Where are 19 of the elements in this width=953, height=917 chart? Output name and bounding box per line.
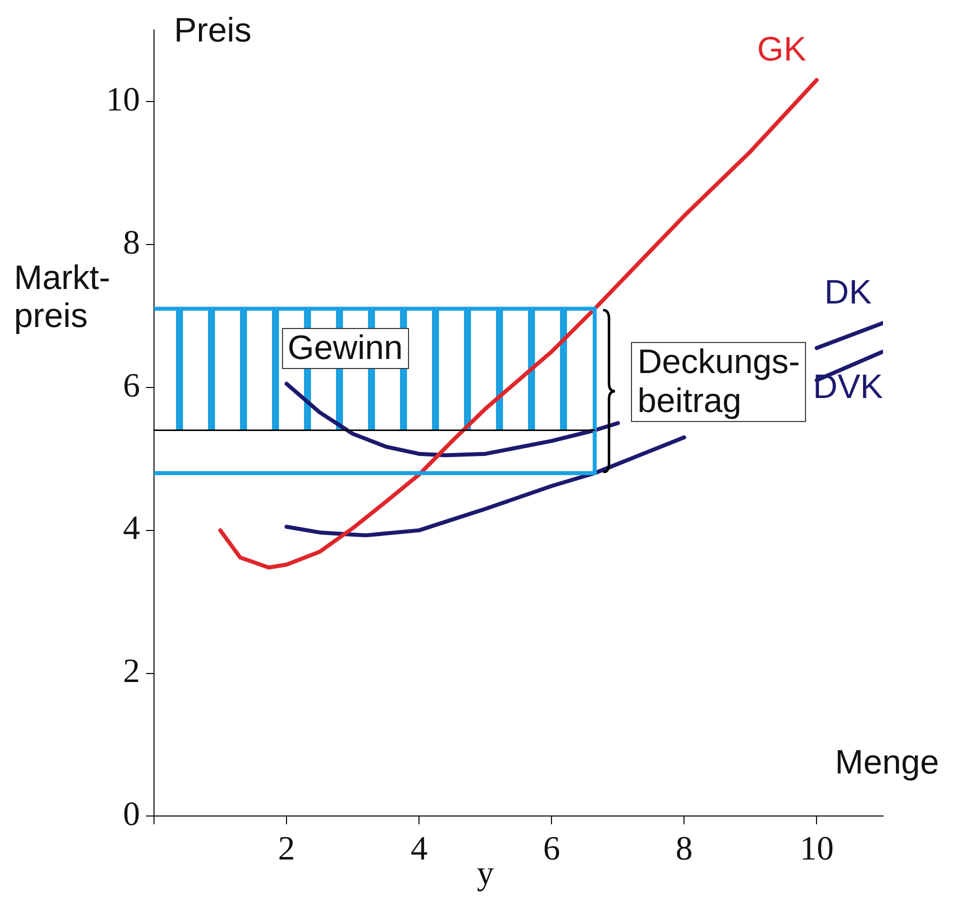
x-tick-label: 10 — [800, 830, 834, 868]
y-tick-label: 10 — [106, 81, 140, 118]
annotation: Menge — [835, 744, 939, 782]
y-tick-label: 4 — [123, 510, 140, 548]
x-tick-label: 2 — [278, 830, 296, 868]
y-tick-label: 0 — [123, 796, 140, 834]
y-axis-title: Preis — [174, 11, 252, 50]
x-tick-label: 6 — [543, 830, 560, 868]
series-label: DK — [824, 273, 872, 312]
x-tick-label: 8 — [676, 830, 693, 868]
x-tick-label: 4 — [410, 830, 428, 868]
y-tick-label: 8 — [123, 224, 140, 262]
annotation: Gewinn — [282, 328, 409, 369]
y-tick-label: 2 — [123, 653, 140, 690]
y-tick-label: 6 — [123, 367, 140, 404]
annotation: Markt- preis — [14, 259, 110, 336]
series-label: GK — [757, 30, 807, 68]
annotation: Deckungs- beitrag — [631, 342, 806, 422]
x-axis-title: y — [476, 855, 494, 892]
